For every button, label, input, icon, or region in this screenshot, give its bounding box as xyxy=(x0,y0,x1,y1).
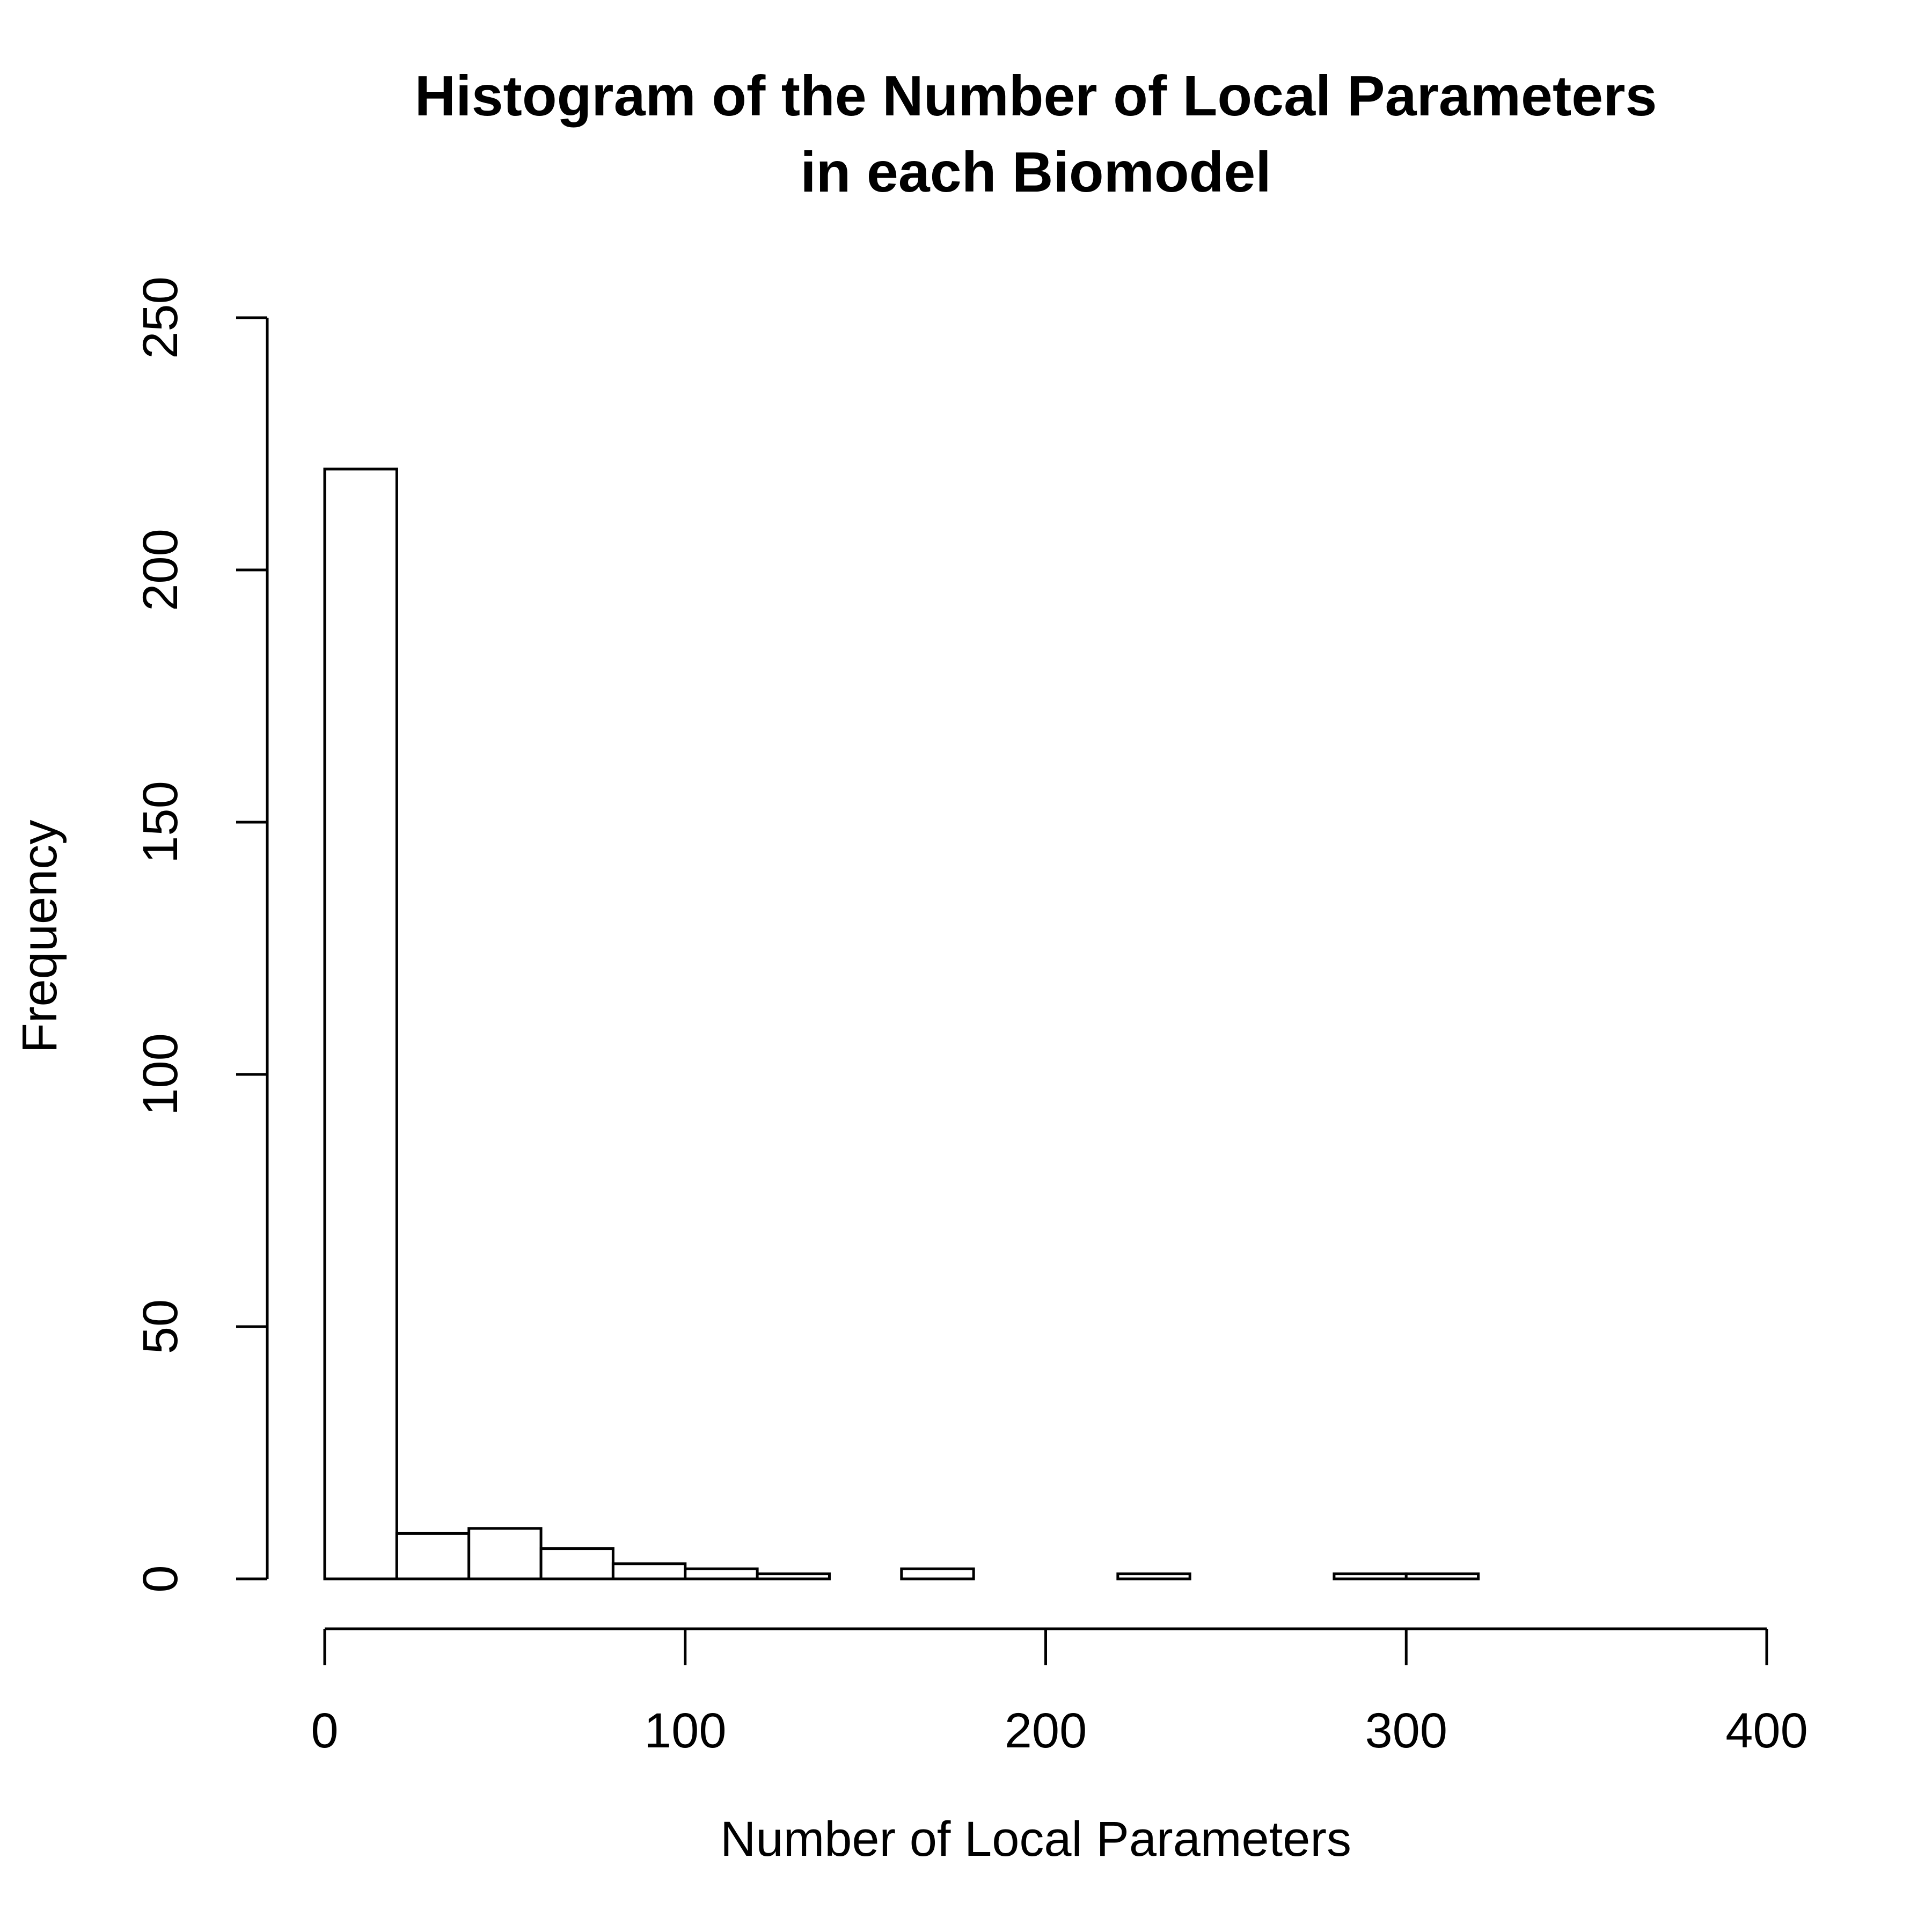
histogram-bar-1 xyxy=(395,1532,471,1580)
x-tick-label-400: 400 xyxy=(1725,1703,1808,1758)
histogram-bar-8 xyxy=(900,1567,975,1580)
y-tick-label-150: 150 xyxy=(133,781,188,863)
chart-title-line-2: in each Biomodel xyxy=(800,141,1271,204)
y-axis: 0 50 100 150 200 250 xyxy=(133,276,269,1593)
y-tick-label-100: 100 xyxy=(133,1033,188,1116)
histogram-bar-0 xyxy=(323,467,398,1580)
x-axis: 0 100 200 300 400 xyxy=(311,1627,1808,1758)
x-tick-label-200: 200 xyxy=(1005,1703,1087,1758)
histogram-bar-11 xyxy=(1116,1572,1191,1580)
histogram-bar-15 xyxy=(1404,1572,1480,1580)
x-tick-label-300: 300 xyxy=(1365,1703,1448,1758)
chart-title-line-1: Histogram of the Number of Local Paramet… xyxy=(415,64,1657,128)
x-axis-label: Number of Local Parameters xyxy=(720,1812,1351,1867)
histogram-bars xyxy=(323,467,1480,1580)
x-tick-label-100: 100 xyxy=(644,1703,727,1758)
histogram-bar-5 xyxy=(684,1567,759,1580)
y-tick-label-0: 0 xyxy=(133,1565,188,1592)
y-tick-label-250: 250 xyxy=(133,276,188,359)
histogram-bar-14 xyxy=(1333,1572,1408,1580)
histogram-bar-2 xyxy=(467,1527,543,1580)
y-tick-label-200: 200 xyxy=(133,529,188,611)
x-tick-label-0: 0 xyxy=(311,1703,338,1758)
histogram-bar-6 xyxy=(756,1572,831,1580)
histogram-bar-3 xyxy=(539,1547,614,1580)
y-tick-label-50: 50 xyxy=(133,1299,188,1354)
y-axis-label: Frequency xyxy=(12,820,67,1053)
histogram-bar-4 xyxy=(611,1562,687,1580)
